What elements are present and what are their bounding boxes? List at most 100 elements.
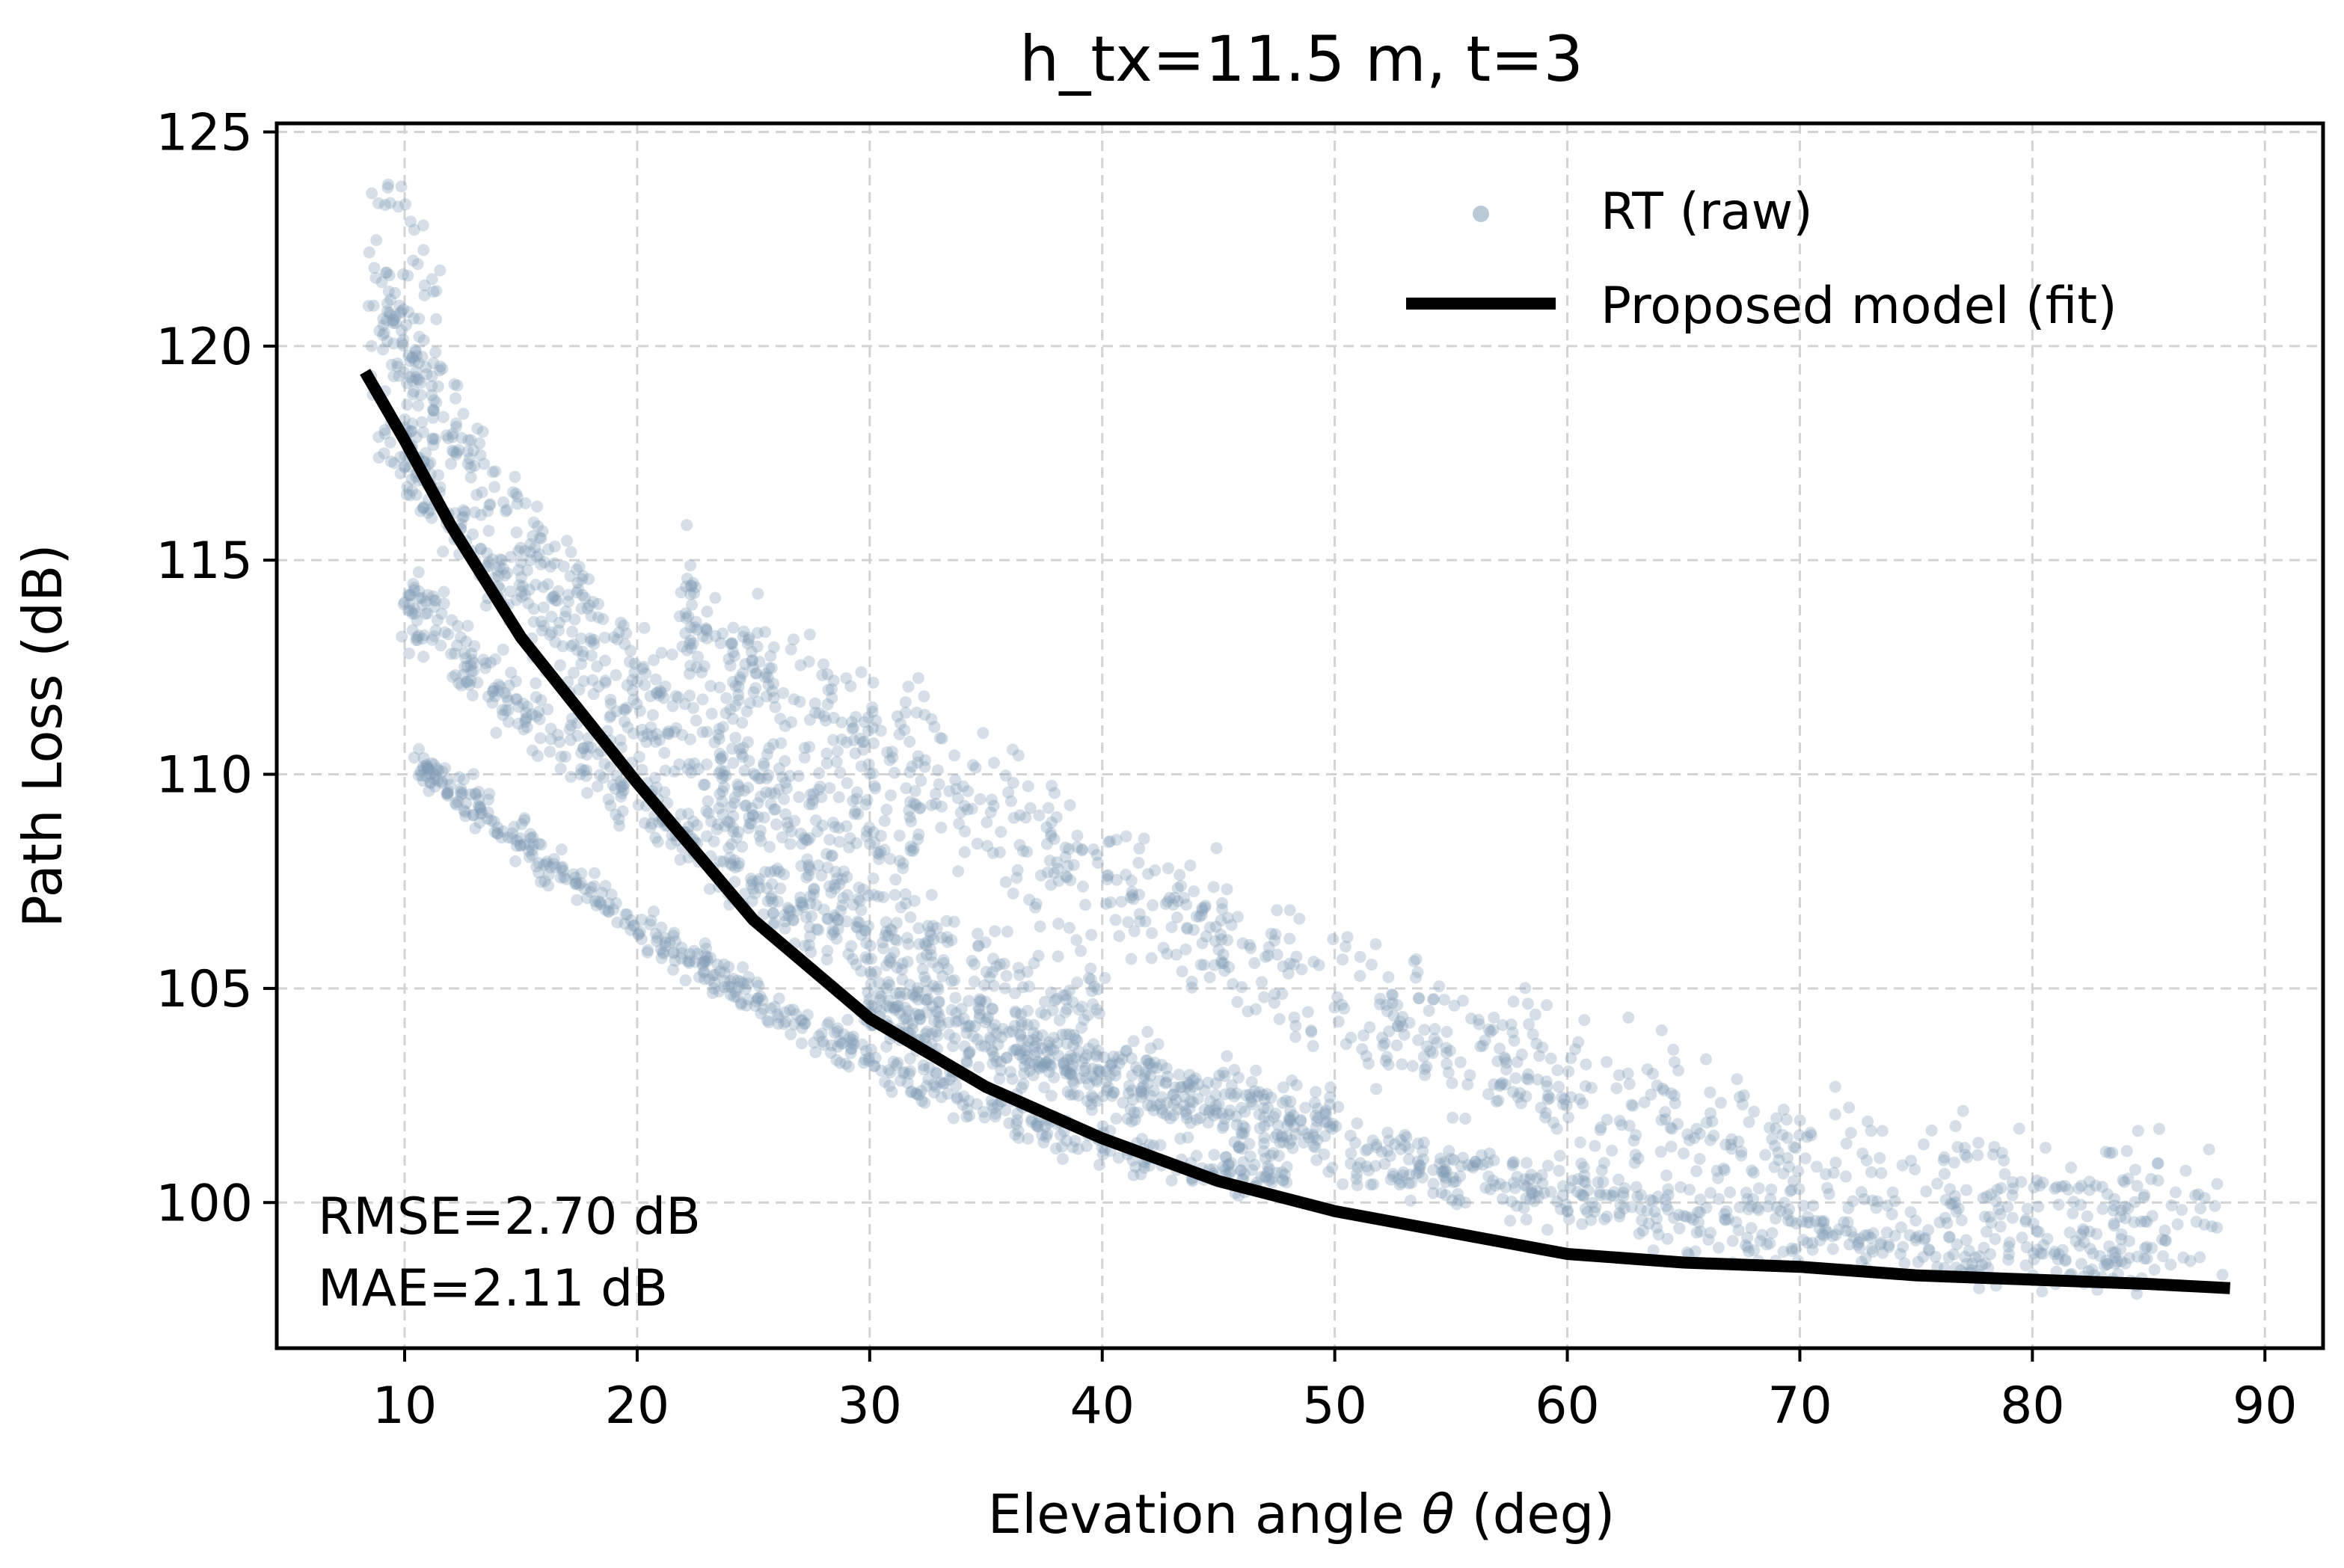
rt-raw-point (1244, 1150, 1257, 1163)
rt-raw-point (1489, 1179, 1502, 1192)
rt-raw-point (1494, 1078, 1507, 1091)
rt-raw-point (483, 499, 496, 511)
rt-raw-point (1540, 1075, 1553, 1088)
rt-raw-point (1076, 1000, 1088, 1013)
rt-raw-point (486, 696, 499, 709)
rt-raw-point (745, 879, 758, 891)
rt-raw-point (1319, 1104, 1332, 1117)
rt-raw-point (1669, 1097, 1681, 1110)
rt-raw-point (1625, 1098, 1638, 1111)
rt-raw-point (1988, 1140, 2001, 1153)
rt-raw-point (1111, 873, 1123, 886)
rt-raw-point (382, 285, 395, 298)
rt-raw-point (1561, 1205, 1574, 1218)
rt-raw-point (910, 989, 922, 1001)
rt-raw-point (1731, 1073, 1743, 1086)
rt-raw-point (515, 541, 527, 554)
rt-raw-point (2101, 1258, 2113, 1270)
rt-raw-point (365, 339, 378, 352)
rt-raw-point (1109, 1065, 1122, 1077)
rt-raw-point (471, 422, 484, 435)
rt-raw-point (1352, 1161, 1364, 1174)
rt-raw-point (1732, 1135, 1745, 1148)
rt-raw-point (925, 799, 938, 811)
rt-raw-point (777, 686, 790, 699)
rt-raw-point (879, 929, 892, 942)
rt-raw-point (1010, 1118, 1022, 1131)
rt-raw-point (1423, 1004, 1435, 1017)
rt-raw-point (921, 1025, 933, 1038)
rt-raw-point (701, 632, 714, 645)
rt-raw-point (714, 855, 727, 867)
rt-raw-point (874, 990, 887, 1003)
rt-raw-point (913, 938, 926, 950)
rt-raw-point (1139, 915, 1152, 928)
rt-raw-point (975, 1039, 987, 1052)
rt-raw-point (832, 1040, 844, 1053)
rt-raw-point (880, 959, 892, 972)
rt-raw-point (988, 757, 1000, 769)
rt-raw-point (1793, 1129, 1805, 1142)
rt-raw-point (1010, 1006, 1022, 1019)
rt-raw-point (957, 1012, 970, 1025)
rt-raw-point (1253, 1086, 1265, 1098)
rt-raw-point (1651, 1212, 1663, 1225)
rt-raw-point (906, 845, 919, 857)
rt-raw-point (958, 799, 971, 812)
rt-raw-point (1874, 1152, 1886, 1164)
rt-raw-point (429, 346, 442, 359)
rt-raw-point (847, 795, 859, 807)
rt-raw-point (1923, 1244, 1936, 1257)
rt-raw-point (738, 888, 751, 900)
rt-raw-point (616, 780, 629, 793)
rt-raw-point (984, 971, 996, 983)
rt-raw-point (1064, 1050, 1077, 1062)
rt-raw-point (942, 1016, 955, 1029)
rt-raw-point (1060, 1028, 1073, 1041)
rt-raw-point (1088, 980, 1101, 993)
rt-raw-point (2075, 1258, 2087, 1270)
rt-raw-point (1732, 1224, 1745, 1237)
rt-raw-point (973, 993, 986, 1006)
rt-raw-point (648, 772, 661, 784)
rt-raw-point (898, 1066, 911, 1078)
rt-raw-point (746, 809, 759, 822)
rt-raw-point (1826, 1230, 1839, 1243)
rt-raw-point (963, 994, 975, 1007)
rt-raw-point (1500, 1181, 1512, 1193)
rt-raw-point (1060, 994, 1073, 1006)
rt-raw-point (577, 650, 589, 662)
rt-raw-point (840, 736, 853, 748)
rt-raw-point (1598, 1157, 1610, 1169)
rt-raw-point (1494, 1178, 1506, 1190)
rt-raw-point (987, 980, 1000, 992)
rt-raw-point (417, 762, 430, 775)
rt-raw-point (880, 926, 892, 938)
rt-raw-point (865, 1000, 878, 1012)
rt-raw-point (1064, 799, 1076, 811)
rt-raw-point (1520, 1090, 1533, 1103)
rt-raw-point (779, 776, 792, 789)
rt-raw-point (1748, 1244, 1761, 1257)
rt-raw-point (393, 369, 405, 382)
rt-raw-point (987, 1057, 999, 1070)
rt-raw-point (1523, 1018, 1535, 1030)
rt-raw-point (535, 876, 547, 888)
rt-raw-point (1071, 829, 1084, 842)
rt-raw-point (1641, 1063, 1654, 1076)
rt-raw-point (415, 769, 428, 782)
rt-raw-point (813, 767, 826, 779)
rt-raw-point (384, 455, 397, 468)
rt-raw-point (697, 778, 710, 791)
rt-raw-point (889, 1001, 902, 1014)
rt-raw-point (1164, 1112, 1176, 1125)
rt-raw-point (920, 975, 933, 987)
rt-raw-point (924, 943, 936, 956)
rt-raw-point (2075, 1229, 2087, 1241)
rt-raw-point (602, 793, 615, 805)
rt-raw-point (1028, 1040, 1041, 1053)
rt-raw-point (1585, 1214, 1598, 1226)
rt-raw-point (1194, 1112, 1206, 1125)
rt-raw-point (2049, 1248, 2061, 1261)
rt-raw-point (1943, 1231, 1956, 1243)
